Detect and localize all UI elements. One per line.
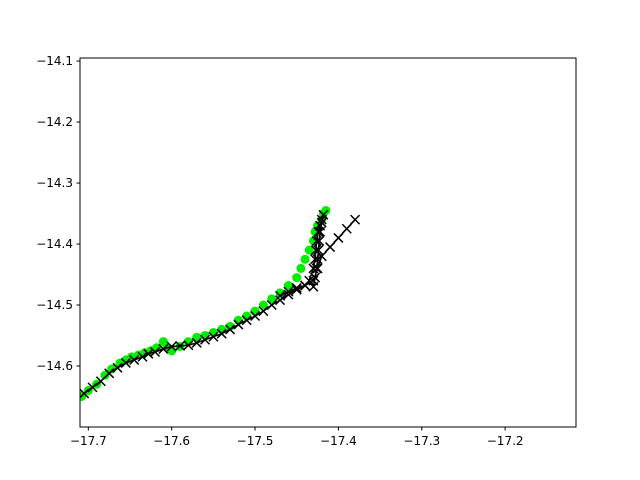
x-axis: −17.7 −17.6 −17.5 −17.4 −17.3 −17.2 bbox=[70, 427, 524, 448]
x-tick-label: −17.2 bbox=[487, 434, 524, 448]
y-tick-label: −14.6 bbox=[36, 359, 73, 373]
data-point-x bbox=[334, 233, 343, 242]
x-tick-label: −17.5 bbox=[237, 434, 274, 448]
x-tick-label: −17.4 bbox=[320, 434, 357, 448]
y-tick-label: −14.5 bbox=[36, 298, 73, 312]
data-layer bbox=[77, 206, 359, 401]
y-tick-label: −14.1 bbox=[36, 54, 73, 68]
y-tick-label: −14.4 bbox=[36, 237, 73, 251]
data-point-x bbox=[351, 215, 360, 224]
x-tick-label: −17.7 bbox=[70, 434, 107, 448]
x-tick-label: −17.3 bbox=[403, 434, 440, 448]
plot-frame bbox=[80, 58, 576, 427]
data-point bbox=[296, 264, 305, 273]
data-point bbox=[292, 273, 301, 282]
y-tick-label: −14.3 bbox=[36, 176, 73, 190]
data-point-x bbox=[326, 243, 335, 252]
data-point-x bbox=[342, 224, 351, 233]
series-0 bbox=[77, 206, 330, 401]
data-point bbox=[301, 255, 310, 264]
y-axis: −14.6 −14.5 −14.4 −14.3 −14.2 −14.1 bbox=[36, 54, 80, 373]
x-tick-label: −17.6 bbox=[153, 434, 190, 448]
y-tick-label: −14.2 bbox=[36, 115, 73, 129]
